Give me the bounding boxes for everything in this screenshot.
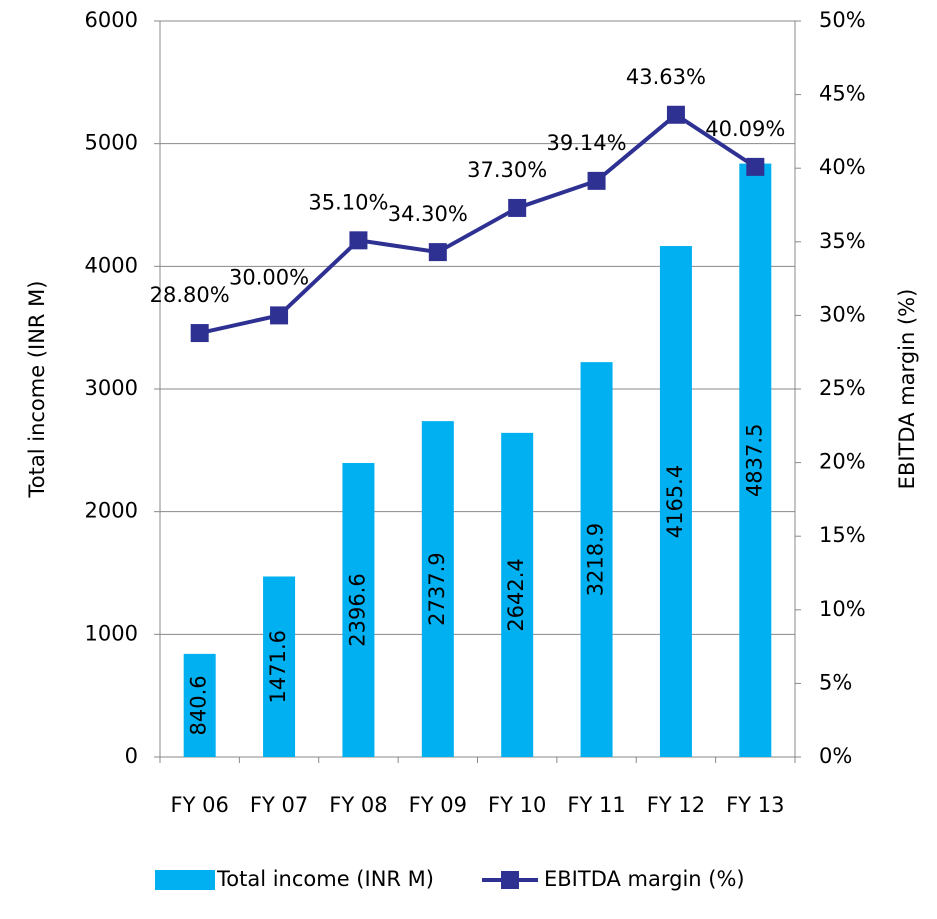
x-tick-label: FY 13 [726,793,784,817]
line [199,112,757,336]
marker [508,198,527,217]
line-value-label: 39.14% [547,131,627,155]
legend-label: EBITDA margin (%) [544,867,745,891]
bar-value-label: 3218.9 [584,523,608,596]
legend-marker [501,871,519,889]
marker [746,157,765,176]
y2-tick-label: 10% [819,597,866,621]
line-value-label: 30.00% [229,265,309,289]
y2-axis-title: EBITDA margin (%) [895,289,919,490]
y2-tick-label: 30% [819,302,866,326]
bar [739,163,772,758]
x-tick-label: FY 11 [567,793,625,817]
marker [587,171,606,190]
bar [501,432,534,757]
x-tick-label: FY 08 [329,793,387,817]
line-value-label: 35.10% [308,190,388,214]
x-tick-label: FY 06 [171,793,229,817]
bar [342,463,375,757]
bar [183,653,216,757]
y2-tick-label: 0% [819,744,852,768]
marker [270,306,289,325]
y-axis-title: Total income (INR M) [25,281,49,499]
x-tick-label: FY 07 [250,793,308,817]
marker [428,243,447,262]
y-tick-label: 4000 [85,253,138,277]
y-tick-label: 0 [125,744,138,768]
line-value-label: 37.30% [467,158,547,182]
bar-value-label: 840.6 [187,675,211,735]
bar-value-label: 1471.6 [266,630,290,703]
y-tick-label: 2000 [85,499,138,523]
y-tick-label: 1000 [85,621,138,645]
x-tick-label: FY 10 [488,793,546,817]
y2-tick-label: 25% [819,376,866,400]
y2-tick-label: 35% [819,229,866,253]
marker [190,324,209,343]
line-value-label: 28.80% [150,283,230,307]
y2-tick-label: 5% [819,670,852,694]
line-value-label: 43.63% [626,65,706,89]
bar-value-label: 2396.6 [345,573,369,646]
bar-value-label: 2737.9 [425,552,449,625]
x-tick-label: FY 12 [647,793,705,817]
marker [666,105,685,124]
y2-tick-label: 45% [819,82,866,106]
y2-tick-label: 20% [819,450,866,474]
y2-tick-label: 40% [819,155,866,179]
y2-tick-label: 50% [819,8,866,32]
bar [659,246,692,758]
bar-value-label: 4165.4 [663,465,687,538]
bar [580,362,613,757]
bar-value-label: 4837.5 [742,424,766,497]
x-tick-label: FY 09 [409,793,467,817]
bar [263,576,296,757]
y-tick-label: 6000 [85,8,138,32]
y-tick-label: 5000 [85,131,138,155]
line-value-label: 34.30% [388,202,468,226]
y-tick-label: 3000 [85,376,138,400]
legend-label: Total income (INR M) [216,867,434,891]
legend-swatch [155,870,215,890]
y2-tick-label: 15% [819,523,866,547]
line-value-label: 40.09% [705,117,785,141]
marker [349,231,368,250]
bar [421,421,454,757]
bar-value-label: 2642.4 [504,558,528,631]
